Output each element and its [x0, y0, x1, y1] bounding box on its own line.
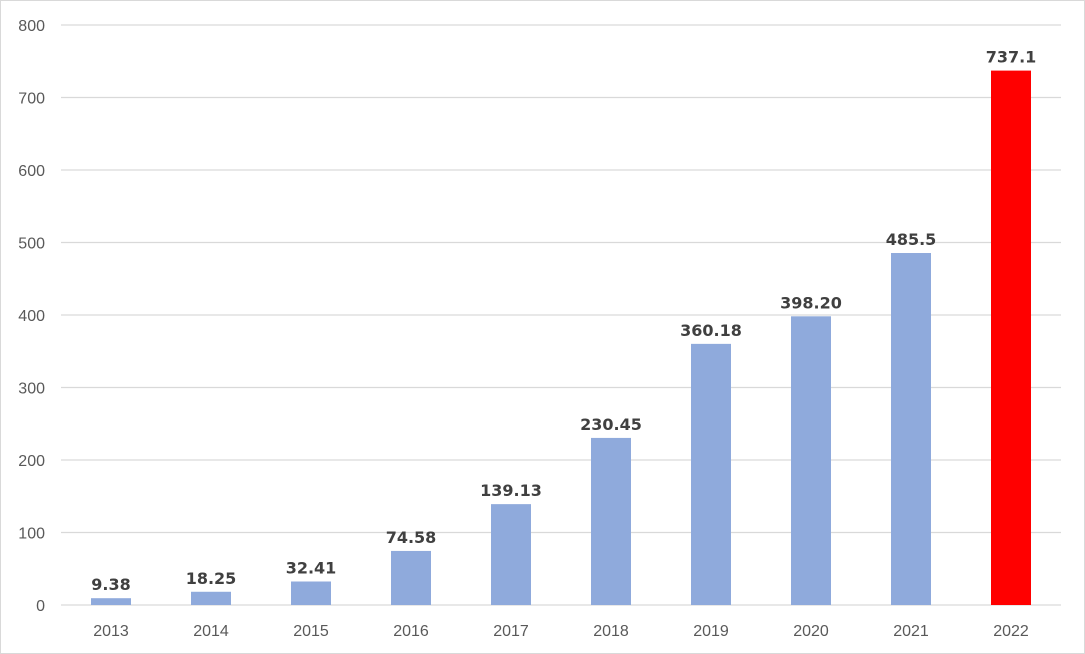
data-label-2017: 139.13	[480, 481, 542, 500]
data-label-2020: 398.20	[780, 293, 842, 312]
y-tick-label: 600	[18, 163, 45, 180]
bar-2022	[991, 70, 1031, 606]
bar-2014	[191, 591, 231, 605]
x-tick-label-2022: 2022	[993, 623, 1029, 640]
data-label-2021: 485.5	[886, 230, 937, 249]
bar-2013	[91, 598, 131, 605]
x-tick-label-2019: 2019	[693, 623, 729, 640]
bars	[91, 70, 1031, 606]
bar-2015	[291, 581, 331, 605]
x-tick-label-2013: 2013	[93, 623, 129, 640]
y-tick-label: 800	[18, 18, 45, 35]
x-tick-label-2017: 2017	[493, 623, 529, 640]
x-tick-label-2016: 2016	[393, 623, 429, 640]
data-label-2014: 18.25	[186, 569, 237, 588]
x-tick-label-2018: 2018	[593, 623, 629, 640]
x-tick-label-2021: 2021	[893, 623, 929, 640]
y-tick-label: 700	[18, 91, 45, 108]
gridlines	[61, 24, 1061, 606]
y-tick-label: 300	[18, 381, 45, 398]
bar-2016	[391, 550, 431, 605]
bar-2020	[791, 316, 831, 605]
x-tick-label-2015: 2015	[293, 623, 329, 640]
data-label-2019: 360.18	[680, 321, 742, 340]
bar-2019	[691, 343, 731, 605]
data-label-2018: 230.45	[580, 415, 642, 434]
x-tick-label-2020: 2020	[793, 623, 829, 640]
data-label-2022: 737.1	[986, 48, 1037, 67]
y-tick-label: 100	[18, 526, 45, 543]
y-axis-tick-labels: 0 100 200 300 400 500 600 700 800	[18, 18, 45, 615]
data-label-2015: 32.41	[286, 559, 337, 578]
data-label-2013: 9.38	[91, 575, 130, 594]
x-axis-tick-labels: 2013 2014 2015 2016 2017 2018 2019 2020 2021 2022	[93, 623, 1029, 640]
y-tick-label: 0	[36, 598, 45, 615]
x-tick-label-2014: 2014	[193, 623, 229, 640]
bar-2021	[891, 253, 931, 605]
data-label-2016: 74.58	[386, 528, 437, 547]
bar-2018	[591, 437, 631, 605]
y-tick-label: 200	[18, 453, 45, 470]
y-tick-label: 500	[18, 236, 45, 253]
y-tick-label: 400	[18, 308, 45, 325]
bar-2017	[491, 504, 531, 605]
data-labels: 9.38 18.25 32.41 74.58 139.13 230.45 360.18 398…	[91, 48, 1036, 595]
